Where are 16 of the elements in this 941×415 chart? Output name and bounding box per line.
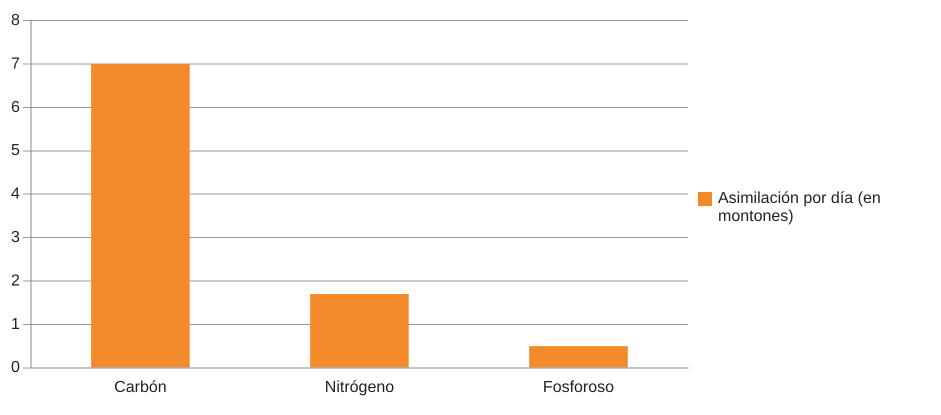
bar <box>91 64 190 368</box>
x-tick-label: Nitrógeno <box>324 378 394 396</box>
y-tick-label: 1 <box>10 316 20 333</box>
y-tick-label: 7 <box>10 55 20 72</box>
y-tick-label: 0 <box>10 359 20 376</box>
y-tick-label: 3 <box>10 229 20 246</box>
x-tick-label: Fosforoso <box>542 378 614 396</box>
y-tick-label: 6 <box>10 98 20 116</box>
y-tick-label: 2 <box>10 272 20 290</box>
y-tick-label: 5 <box>10 142 20 160</box>
bar <box>310 294 409 368</box>
bar <box>529 346 628 368</box>
y-tick-label: 4 <box>10 186 20 203</box>
legend-label: Asimilación por día (en montones) <box>718 190 882 226</box>
x-tick-label: Carbón <box>114 378 167 396</box>
y-tick-label: 8 <box>10 12 20 30</box>
